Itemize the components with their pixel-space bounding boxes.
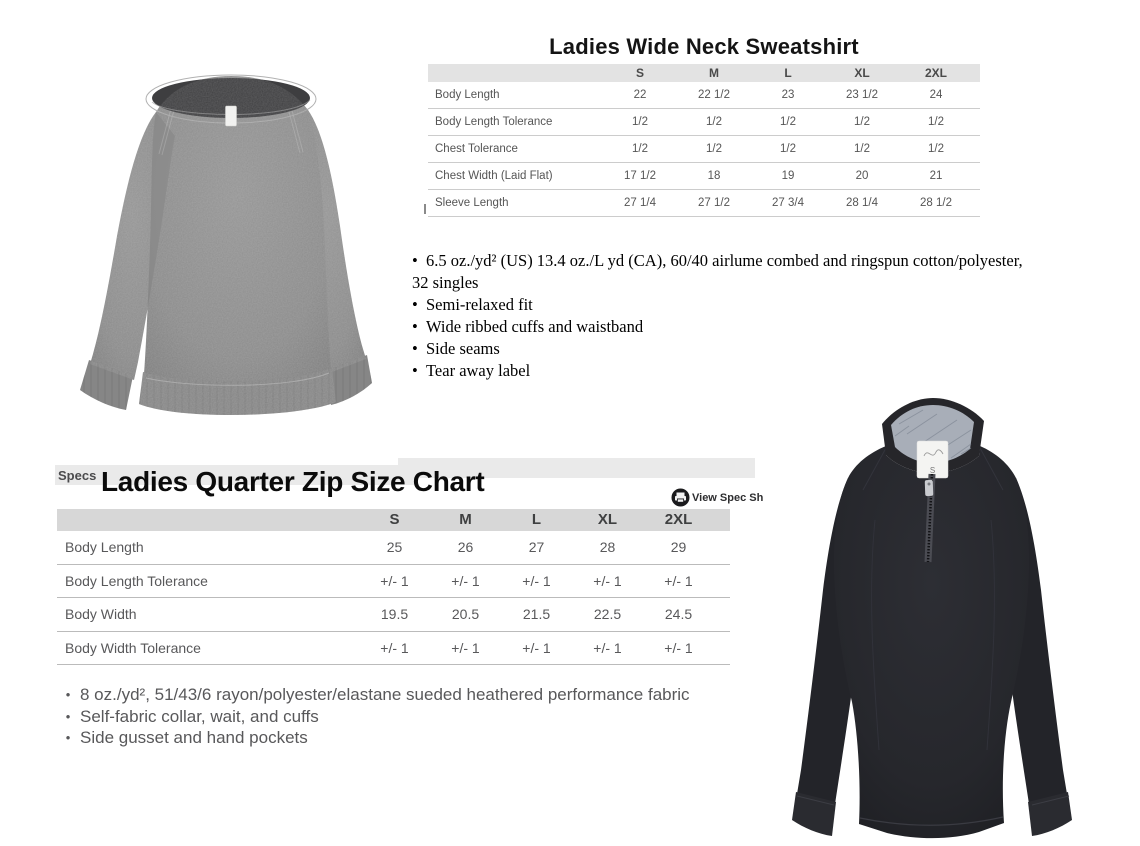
list-item: • Semi-relaxed fit [412, 295, 533, 314]
zipper-teeth [926, 473, 934, 563]
printer-icon [671, 488, 690, 507]
col-2xl: 2XL [664, 511, 693, 528]
col-m: M [459, 511, 472, 528]
table-row: Chest Width (Laid Flat) 17 1/2 18 19 20 … [428, 163, 980, 190]
table-row: Body Length Tolerance 1/2 1/2 1/2 1/2 1/… [428, 109, 980, 136]
col-2xl: 2XL [924, 66, 947, 80]
table-row: Sleeve Length 27 1/4 27 1/2 27 3/4 28 1/… [428, 190, 980, 217]
quarter-zip-image: S [792, 398, 1072, 839]
table-row: Body Width 19.5 20.5 21.5 22.5 24.5 [57, 598, 730, 632]
col-xl: XL [854, 66, 870, 80]
table-row: Body Length 25 26 27 28 29 [57, 531, 730, 565]
size-table-header: S M L XL 2XL [57, 509, 730, 531]
tag-size-letter: S [930, 466, 935, 475]
table-row: Body Length 22 22 1/2 23 23 1/2 24 [428, 82, 980, 109]
tag-logo-script [923, 449, 944, 457]
col-xl: XL [597, 511, 618, 528]
specs-tab-label: Specs [58, 468, 97, 483]
wide-neck-size-table: S M L XL 2XL Body Length 22 22 1/2 23 23… [428, 64, 980, 217]
list-item: • Side seams [412, 339, 500, 358]
table-row: Body Length Tolerance +/- 1 +/- 1 +/- 1 … [57, 565, 730, 598]
list-item: • Side gusset and hand pockets [56, 727, 776, 749]
collar-lining [891, 405, 974, 463]
stray-mark [424, 204, 426, 214]
specs-tab-bar [55, 465, 417, 485]
bullet-icon: • [412, 317, 418, 336]
list-item: • 8 oz./yd², 51/43/6 rayon/polyester/elas… [56, 684, 776, 706]
bullet-icon: • [65, 687, 71, 702]
bullet-icon: • [412, 339, 418, 358]
col-s: S [635, 66, 644, 80]
list-item: • Self-fabric collar, wait, and cuffs [56, 706, 776, 728]
quarter-zip-feature-list: • 8 oz./yd², 51/43/6 rayon/polyester/elas… [56, 684, 776, 749]
wide-neck-feature-list: • 6.5 oz./yd² (US) 13.4 oz./L yd (CA), 60… [412, 250, 1112, 382]
header-strip [398, 458, 755, 478]
list-item: • Tear away label [412, 361, 531, 380]
bullet-icon: • [65, 708, 71, 724]
list-item: • Wide ribbed cuffs and waistband [412, 317, 644, 336]
bullet-icon: • [412, 361, 418, 380]
list-item: • 6.5 oz./yd² (US) 13.4 oz./L yd (CA), 60… [412, 251, 1023, 292]
col-l: L [531, 511, 542, 528]
col-m: M [709, 66, 719, 80]
heather-texture [90, 76, 366, 416]
col-l: L [784, 66, 792, 80]
bullet-icon: • [65, 730, 71, 745]
wide-neck-sweatshirt-image [80, 74, 372, 416]
bullet-icon: • [412, 251, 418, 270]
zipper-pull [924, 479, 934, 497]
table-row: Body Width Tolerance +/- 1 +/- 1 +/- 1 +… [57, 632, 730, 665]
bottom-chart-title: Ladies Quarter Zip Size Chart [101, 466, 485, 497]
size-table-header: S M L XL 2XL [428, 64, 980, 82]
view-spec-sheet-link[interactable]: View Spec Sh [671, 488, 763, 507]
quarter-zip-size-table: S M L XL 2XL Body Length 25 26 27 28 29 … [57, 509, 730, 665]
table-row: Chest Tolerance 1/2 1/2 1/2 1/2 1/2 [428, 136, 980, 163]
view-spec-sheet-label: View Spec Sh [692, 491, 764, 504]
col-s: S [389, 511, 400, 528]
bullet-icon: • [412, 295, 418, 314]
top-chart-title: Ladies Wide Neck Sweatshirt [549, 34, 859, 59]
